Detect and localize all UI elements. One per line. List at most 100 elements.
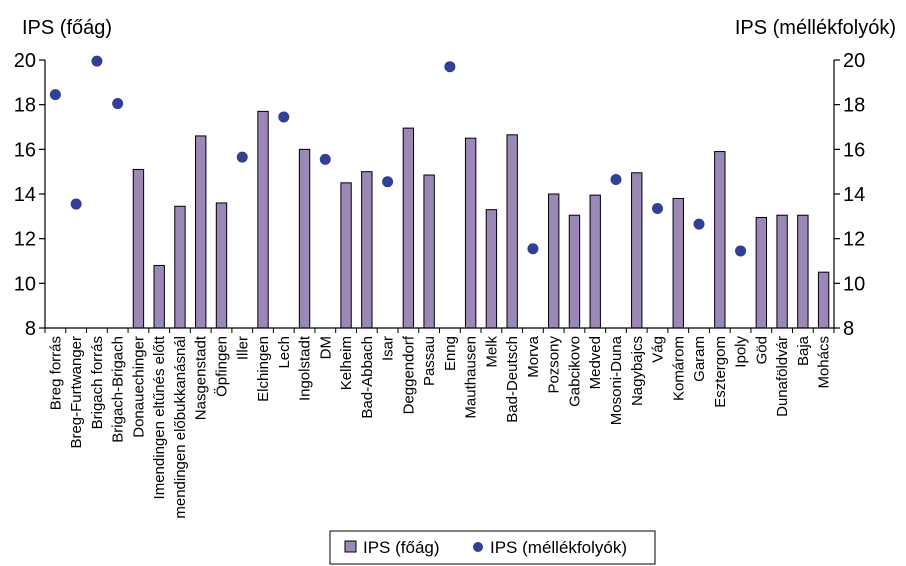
point (278, 111, 290, 123)
category-label: Mohács (816, 336, 833, 389)
bar (402, 127, 415, 329)
legend-point-swatch (473, 542, 483, 552)
category-label: Mauthausen (463, 336, 480, 419)
right-tick-label: 8 (843, 318, 854, 340)
point (693, 218, 705, 230)
points-layer (49, 55, 747, 257)
point (91, 55, 103, 67)
bar (568, 214, 581, 329)
category-label: Esztergom (712, 336, 729, 408)
legend-bar-swatch (344, 540, 357, 553)
right-tick-label: 10 (843, 273, 865, 295)
category-label: Breg forrás (47, 336, 64, 410)
left-tick-label: 10 (14, 273, 36, 295)
bar (817, 271, 830, 329)
bar (195, 135, 207, 329)
category-label: Pozsony (546, 336, 563, 394)
category-label: Medved (587, 336, 604, 389)
category-label: Nagybajcs (629, 336, 646, 406)
bar (506, 134, 518, 329)
right-tick-label: 18 (843, 95, 865, 117)
x-axis: Breg forrás Breg-Furtwanger Brigach forrás… (44, 327, 835, 519)
y-left-title: IPS (főág) (22, 17, 112, 39)
bar (485, 209, 498, 329)
legend-bar-label: IPS (főág) (363, 538, 440, 557)
point (112, 98, 124, 110)
right-tick-label: 12 (843, 229, 865, 251)
point (735, 245, 747, 257)
category-label: Elchingen (255, 336, 272, 402)
category-label: Imendingen eltűnés előtt (151, 335, 168, 499)
left-tick-label: 12 (14, 229, 36, 251)
left-tick-label: 18 (14, 95, 36, 117)
category-label: Enng (442, 336, 459, 371)
category-label: Deggendorf (400, 335, 417, 414)
y-right-title: IPS (méllékfolyók) (735, 17, 896, 39)
bar (215, 202, 228, 329)
category-label: Ingolstadt (297, 335, 314, 401)
left-tick-label: 16 (14, 139, 36, 161)
point (652, 203, 664, 215)
bar (797, 214, 809, 329)
bar (755, 216, 768, 329)
point (444, 61, 456, 73)
left-tick-label: 20 (14, 50, 36, 72)
category-label: Göd (753, 336, 770, 364)
legend: IPS (főág) IPS (méllékfolyók) (329, 530, 656, 565)
bar (464, 137, 477, 329)
bar (174, 205, 186, 329)
bar (548, 193, 560, 329)
category-label: Nasgenstadt (193, 335, 210, 420)
category-label: Ipoly (733, 336, 750, 368)
point (49, 89, 61, 101)
category-label: Vág (650, 336, 667, 363)
category-label: Baja (795, 335, 812, 366)
bar (423, 174, 435, 329)
bars-layer (132, 110, 830, 329)
bar (714, 151, 726, 329)
point (319, 153, 331, 165)
category-label: Komárom (670, 336, 687, 401)
point (527, 243, 539, 255)
point (610, 173, 622, 185)
category-label: Dunaföldvár (774, 336, 791, 417)
left-y-axis: 8 10 12 14 16 18 20 (14, 50, 46, 340)
right-tick-label: 14 (843, 184, 865, 206)
left-tick-label: 8 (25, 318, 36, 340)
category-label: Breg-Furtwanger (68, 336, 85, 449)
bar (257, 110, 269, 329)
point (382, 176, 394, 188)
category-label: Bad-Deutsch (504, 336, 521, 423)
bar (361, 171, 373, 329)
point (70, 198, 82, 210)
category-label: DM (317, 336, 334, 359)
category-label: Melk (483, 336, 500, 368)
category-label: Iller (234, 336, 251, 360)
bar (298, 148, 311, 329)
category-label: Brigach forrás (89, 336, 106, 429)
category-label: Gabcikovo (566, 336, 583, 407)
category-label: Lech (276, 336, 293, 369)
category-label: Öpfingen (212, 336, 230, 397)
bar (340, 182, 352, 329)
category-label: Mosoni-Duna (608, 335, 625, 425)
right-tick-label: 20 (843, 50, 865, 72)
bar (631, 172, 643, 329)
category-label: Isar (380, 336, 397, 361)
bar (153, 264, 165, 329)
bar (132, 168, 145, 329)
legend-point-label: IPS (méllékfolyók) (490, 538, 627, 557)
bar (589, 194, 601, 329)
bar (776, 214, 788, 329)
category-label: Morva (525, 335, 542, 377)
category-label: Garam (691, 336, 708, 382)
bar (672, 197, 684, 329)
category-label: Bad-Abbach (359, 336, 376, 419)
right-y-axis: 8 10 12 14 16 18 20 (833, 50, 865, 340)
left-tick-label: 14 (14, 184, 36, 206)
category-label: Brigach-Brigach (110, 336, 127, 443)
right-tick-label: 16 (843, 139, 865, 161)
category-label: Donauechinger (130, 336, 147, 438)
point (236, 151, 248, 163)
